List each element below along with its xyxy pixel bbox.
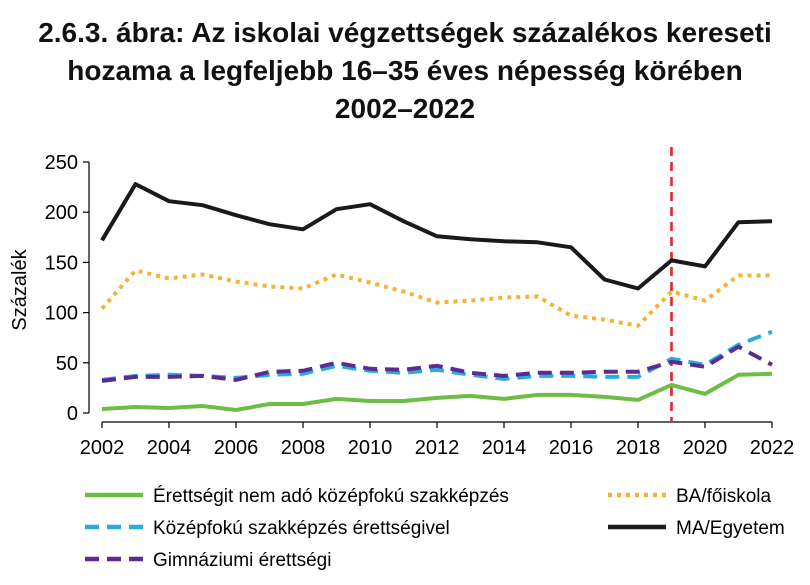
y-tick-label: 200 xyxy=(45,202,78,224)
y-tick-label: 150 xyxy=(45,252,78,274)
y-tick-label: 0 xyxy=(67,403,78,425)
x-tick-label: 2016 xyxy=(549,437,594,459)
legend-label-4: BA/főiskola xyxy=(676,486,771,507)
x-tick-label: 2022 xyxy=(750,437,795,459)
x-tick-label: 2008 xyxy=(281,437,326,459)
y-tick-label: 250 xyxy=(45,152,78,174)
chart-title: 2.6.3. ábra: Az iskolai végzettségek szá… xyxy=(38,17,772,124)
axes: 0 50 100 150 200 250 2002 2004 2006 2008 2010 2012 2… xyxy=(45,152,795,459)
x-tick-label: 2018 xyxy=(616,437,661,459)
x-tick-label: 2012 xyxy=(415,437,460,459)
y-axis-label: Százalék xyxy=(9,248,31,330)
x-tick-label: 2014 xyxy=(482,437,527,459)
y-tick-label: 50 xyxy=(56,353,78,375)
chart-title-line-1: 2.6.3. ábra: Az iskolai végzettségek szá… xyxy=(38,17,772,48)
chart-title-line-2: hozama a legfeljebb 16–35 éves népesség … xyxy=(67,55,742,86)
legend-label-5: MA/Egyetem xyxy=(676,518,785,539)
x-tick-label: 2002 xyxy=(80,437,125,459)
chart-title-line-3: 2002–2022 xyxy=(335,93,475,124)
x-tick-label: 2006 xyxy=(214,437,259,459)
legend-label-2: Középfokú szakképzés érettségivel xyxy=(153,518,450,539)
x-tick-label: 2020 xyxy=(683,437,728,459)
y-tick-label: 100 xyxy=(45,303,78,325)
series-lines xyxy=(100,182,773,412)
series-line-3 xyxy=(101,344,773,383)
x-tick-label: 2004 xyxy=(147,437,192,459)
legend-label-3: Gimnáziumi érettségi xyxy=(153,550,331,571)
x-tick-label: 2010 xyxy=(348,437,393,459)
legend: Érettségit nem adó középfokú szakképzés K… xyxy=(85,486,785,571)
series-line-1 xyxy=(101,371,773,412)
legend-label-1: Érettségit nem adó középfokú szakképzés xyxy=(153,486,509,507)
series-line-4 xyxy=(100,268,772,328)
series-line-5 xyxy=(100,182,773,291)
